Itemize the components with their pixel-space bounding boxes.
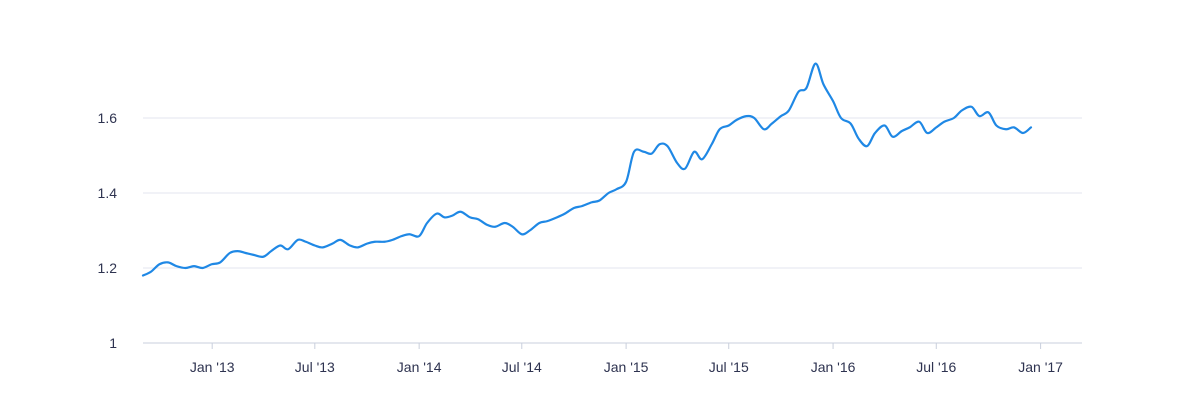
x-tick-label: Jan '16 <box>811 359 856 375</box>
y-axis-ticks: 1 1.2 1.4 1.6 <box>98 110 118 351</box>
x-tick-label: Jan '15 <box>604 359 649 375</box>
x-tick-label: Jan '17 <box>1018 359 1063 375</box>
y-tick-label: 1 <box>109 335 117 351</box>
x-axis-ticks: Jan '13 Jul '13 Jan '14 Jul '14 Jan '15 Jul '… <box>190 343 1063 375</box>
series-line <box>141 62 1033 277</box>
y-tick-label: 1.6 <box>98 110 118 126</box>
x-tick-label: Jan '13 <box>190 359 235 375</box>
x-tick-label: Jul '13 <box>295 359 335 375</box>
x-tick-label: Jan '14 <box>397 359 442 375</box>
x-tick-label: Jul '14 <box>502 359 542 375</box>
series-layer <box>141 62 1033 277</box>
grid-lines <box>143 117 1082 344</box>
x-tick-label: Jul '15 <box>709 359 749 375</box>
y-tick-label: 1.2 <box>98 260 118 276</box>
y-tick-label: 1.4 <box>98 185 118 201</box>
x-tick-label: Jul '16 <box>916 359 956 375</box>
